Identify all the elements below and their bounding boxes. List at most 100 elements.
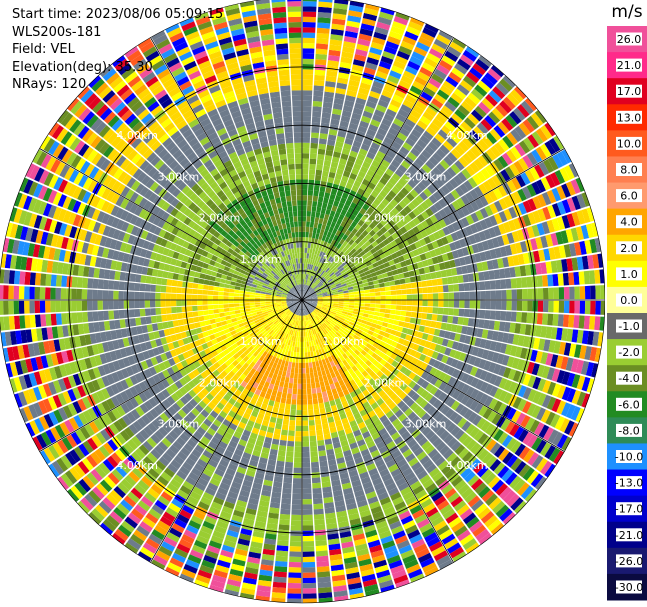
- range-gate: [411, 161, 421, 172]
- range-gate: [433, 221, 442, 231]
- range-gate: [234, 120, 245, 129]
- range-gate: [177, 319, 184, 326]
- range-gate: [231, 110, 242, 119]
- range-gate: [526, 226, 535, 239]
- range-gate: [385, 168, 395, 177]
- range-gate: [440, 269, 447, 278]
- range-gate: [29, 272, 36, 286]
- range-gate: [336, 168, 344, 176]
- range-gate: [334, 0, 349, 5]
- range-gate: [497, 258, 504, 269]
- range-gate: [439, 144, 450, 155]
- range-gate: [273, 112, 283, 119]
- range-gate: [264, 200, 271, 207]
- range-gate: [428, 48, 443, 59]
- range-gate: [421, 244, 430, 253]
- range-gate: [443, 216, 452, 226]
- range-gate: [382, 172, 391, 181]
- range-gate: [310, 142, 318, 149]
- range-gate: [442, 80, 456, 92]
- range-gate: [390, 198, 399, 207]
- range-gate: [351, 279, 357, 284]
- range-gate: [309, 221, 315, 228]
- range-gate: [328, 171, 336, 179]
- range-gate: [450, 189, 461, 200]
- range-gate: [400, 187, 410, 196]
- range-gate: [223, 287, 230, 293]
- range-gate: [381, 159, 391, 168]
- range-gate: [471, 109, 484, 122]
- range-gate: [274, 27, 288, 34]
- range-gate: [260, 34, 274, 41]
- range-gate: [312, 277, 317, 283]
- range-gate: [354, 204, 362, 212]
- range-gate: [284, 132, 293, 139]
- range-gate: [370, 142, 381, 151]
- range-gate: [433, 38, 449, 50]
- range-gate: [304, 291, 309, 296]
- range-gate: [307, 247, 311, 254]
- range-gate: [312, 284, 317, 289]
- range-gate: [368, 222, 376, 230]
- range-gate: [219, 109, 230, 118]
- range-gate: [506, 232, 515, 244]
- range-gate: [449, 178, 459, 189]
- range-gate: [599, 269, 605, 284]
- range-gate: [55, 313, 63, 325]
- range-gate: [499, 100, 512, 114]
- range-gate: [488, 190, 498, 202]
- range-gate: [244, 305, 251, 309]
- ray: [302, 122, 556, 300]
- range-gate: [397, 255, 405, 263]
- range-gate: [456, 84, 470, 96]
- range-gate: [287, 1, 302, 7]
- range-gate: [521, 186, 532, 200]
- range-gate: [294, 280, 298, 286]
- range-gate: [378, 241, 386, 249]
- range-gate: [391, 186, 400, 195]
- range-gate: [424, 23, 439, 34]
- range-gate: [344, 30, 358, 39]
- range-gate: [552, 273, 559, 287]
- range-gate: [311, 259, 315, 266]
- range-gate: [375, 270, 382, 276]
- range-gate: [307, 242, 311, 249]
- range-gate: [283, 211, 289, 218]
- range-gate: [229, 310, 236, 316]
- range-gate: [478, 271, 485, 281]
- range-gate: [149, 292, 156, 300]
- range-gate: [400, 217, 408, 226]
- range-gate: [495, 290, 502, 300]
- range-gate: [307, 200, 313, 207]
- range-gate: [107, 290, 114, 300]
- range-gate: [478, 231, 487, 242]
- range-gate: [155, 292, 161, 300]
- range-gate: [313, 285, 318, 290]
- range-gate: [383, 261, 391, 268]
- range-gate: [324, 225, 330, 232]
- range-gate: [376, 248, 384, 256]
- range-gate: [323, 253, 329, 260]
- range-gate: [526, 184, 537, 197]
- range-gate: [407, 202, 416, 211]
- range-gate: [410, 147, 421, 157]
- range-gate: [316, 250, 321, 256]
- range-gate: [379, 210, 388, 219]
- range-gate: [262, 195, 270, 202]
- range-gate: [19, 271, 26, 285]
- range-gate: [511, 230, 520, 243]
- range-gate: [221, 85, 234, 95]
- range-gate: [280, 159, 288, 166]
- range-gate: [394, 55, 408, 65]
- range-gate: [373, 31, 388, 41]
- range-gate: [334, 211, 341, 219]
- range-gate: [404, 156, 414, 166]
- range-gate: [314, 286, 319, 291]
- range-gate: [462, 274, 469, 283]
- range-gate: [541, 191, 552, 206]
- range-gate: [395, 250, 403, 258]
- range-gate: [580, 224, 590, 240]
- range-gate: [379, 94, 391, 104]
- range-gate: [419, 115, 431, 126]
- range-gate: [380, 268, 387, 274]
